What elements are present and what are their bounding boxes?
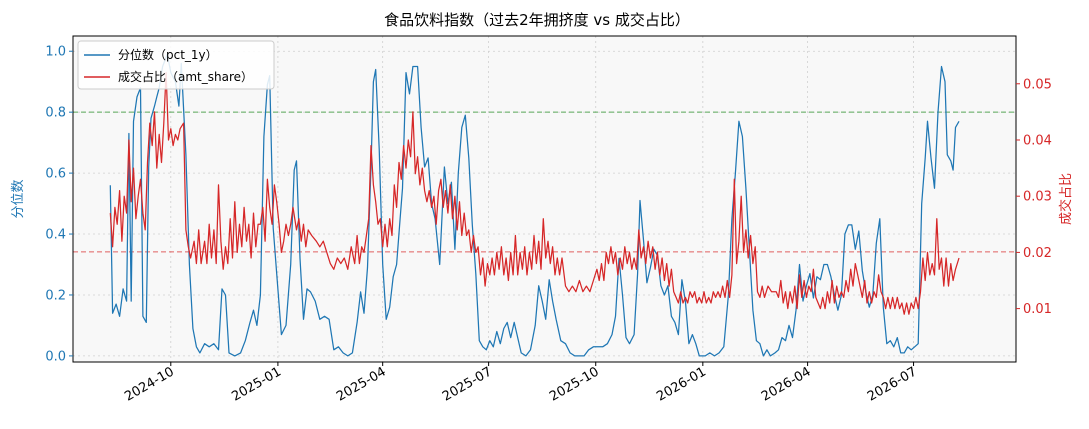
chart-title: 食品饮料指数（过去2年拥挤度 vs 成交占比）	[384, 11, 690, 29]
x-tick-label: 2025-10	[547, 364, 602, 404]
right-axis-label: 成交占比	[1058, 173, 1074, 225]
left-tick-label: 1.0	[45, 45, 66, 60]
right-tick-label: 0.02	[1023, 246, 1052, 261]
legend-box	[77, 40, 275, 90]
x-tick-label: 2024-10	[122, 364, 177, 404]
left-tick-label: 0.2	[45, 288, 66, 303]
x-tick-label: 2026-01	[654, 364, 709, 404]
x-tick-label: 2025-04	[334, 364, 389, 404]
legend-label-0: 分位数（pct_1y）	[118, 47, 218, 62]
left-axis-label: 分位数	[11, 179, 26, 218]
x-tick-label: 2026-07	[865, 364, 920, 404]
left-tick-label: 0.4	[45, 228, 66, 243]
right-tick-label: 0.04	[1023, 133, 1052, 148]
right-tick-label: 0.03	[1023, 190, 1052, 205]
left-tick-label: 0.0	[45, 349, 66, 364]
legend-label-1: 成交占比（amt_share）	[118, 69, 253, 84]
left-tick-label: 0.6	[45, 167, 66, 182]
series-line-0	[109, 53, 960, 357]
left-tick-label: 0.8	[45, 106, 66, 121]
plot-frame	[72, 35, 1017, 363]
right-tick-label: 0.01	[1023, 302, 1052, 317]
plot-area	[73, 36, 1016, 362]
x-tick-label: 2026-04	[759, 364, 814, 404]
right-tick-label: 0.05	[1023, 77, 1052, 92]
x-tick-label: 2025-07	[440, 364, 495, 404]
x-tick-label: 2025-01	[229, 364, 284, 404]
series-line-1	[109, 71, 960, 315]
